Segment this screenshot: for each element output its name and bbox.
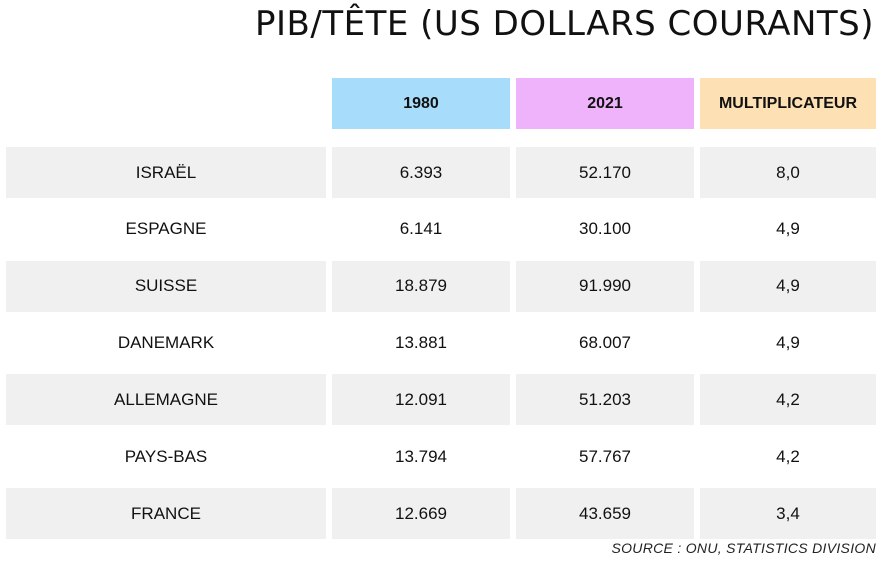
source-note: SOURCE : ONU, STATISTICS DIVISION <box>611 540 876 556</box>
table-cell-multiplier: 3,4 <box>700 488 876 540</box>
table-cell-country: ISRAËL <box>6 147 326 198</box>
table-cell-multiplier: 8,0 <box>700 147 876 198</box>
chart-title: PIB/TÊTE (US DOLLARS COURANTS) <box>255 4 874 44</box>
table-cell-country: ESPAGNE <box>6 203 326 255</box>
table-cell-year-2021: 57.767 <box>516 431 694 483</box>
table-cell-multiplier: 4,9 <box>700 203 876 255</box>
table-cell-country: PAYS-BAS <box>6 431 326 483</box>
table-cell-multiplier: 4,2 <box>700 431 876 483</box>
table-cell-year-1980: 13.881 <box>332 317 510 369</box>
table-cell-year-2021: 43.659 <box>516 488 694 540</box>
table-cell-country: FRANCE <box>6 488 326 540</box>
table-cell-country: ALLEMAGNE <box>6 374 326 426</box>
table-cell-year-1980: 12.669 <box>332 488 510 540</box>
table-cell-multiplier: 4,2 <box>700 374 876 426</box>
table-cell-year-2021: 52.170 <box>516 147 694 198</box>
table-cell-year-2021: 91.990 <box>516 260 694 312</box>
table-cell-year-2021: 51.203 <box>516 374 694 426</box>
table-cell-year-2021: 30.100 <box>516 203 694 255</box>
table-cell-country: DANEMARK <box>6 317 326 369</box>
table-cell-multiplier: 4,9 <box>700 317 876 369</box>
column-header-multiplier: MULTIPLICATEUR <box>700 78 876 129</box>
table-cell-year-1980: 13.794 <box>332 431 510 483</box>
table-cell-year-2021: 68.007 <box>516 317 694 369</box>
column-header-year-1980: 1980 <box>332 78 510 129</box>
table-cell-country: SUISSE <box>6 260 326 312</box>
column-header-year-2021: 2021 <box>516 78 694 129</box>
table-cell-year-1980: 6.393 <box>332 147 510 198</box>
table-cell-multiplier: 4,9 <box>700 260 876 312</box>
table-cell-year-1980: 12.091 <box>332 374 510 426</box>
table-cell-year-1980: 18.879 <box>332 260 510 312</box>
table-cell-year-1980: 6.141 <box>332 203 510 255</box>
